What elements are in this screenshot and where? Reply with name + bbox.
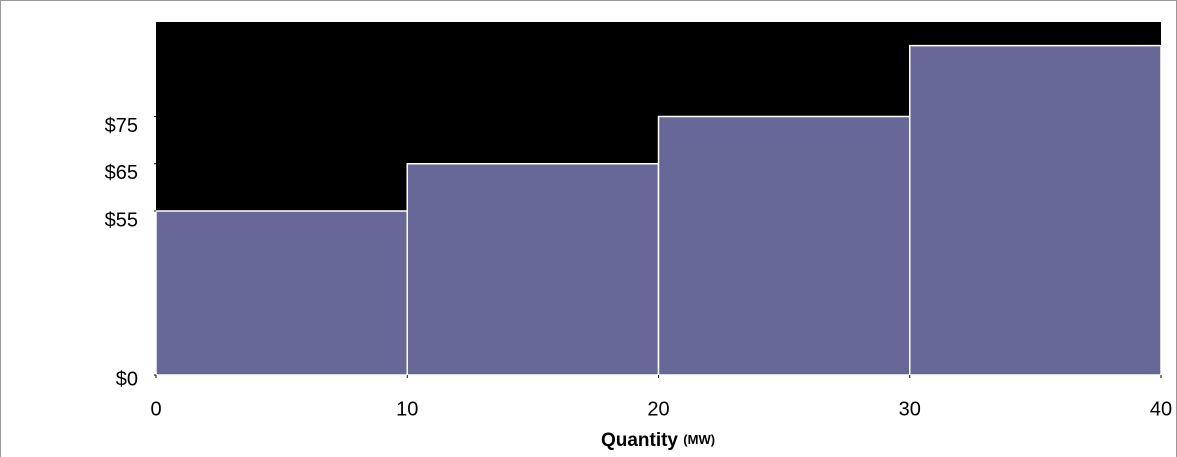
bar — [909, 44, 1162, 376]
y-tick-label: $0 — [116, 368, 138, 390]
x-axis-label: Quantity (MW) — [601, 430, 715, 451]
x-tick-label: 0 — [150, 398, 161, 420]
y-tick-label: $55 — [105, 209, 138, 231]
x-label-unit: (MW) — [683, 432, 715, 447]
x-tick-label: 20 — [647, 398, 669, 420]
bar — [406, 163, 660, 376]
x-tick-label: 10 — [396, 398, 418, 420]
y-tick-label: $65 — [105, 162, 138, 184]
y-tick-label: $75 — [105, 115, 138, 137]
bar — [155, 210, 408, 376]
x-tick-label: 30 — [899, 398, 921, 420]
x-tick-label: 40 — [1150, 398, 1172, 420]
bar — [657, 115, 911, 376]
x-label-text: Quantity — [601, 430, 678, 451]
